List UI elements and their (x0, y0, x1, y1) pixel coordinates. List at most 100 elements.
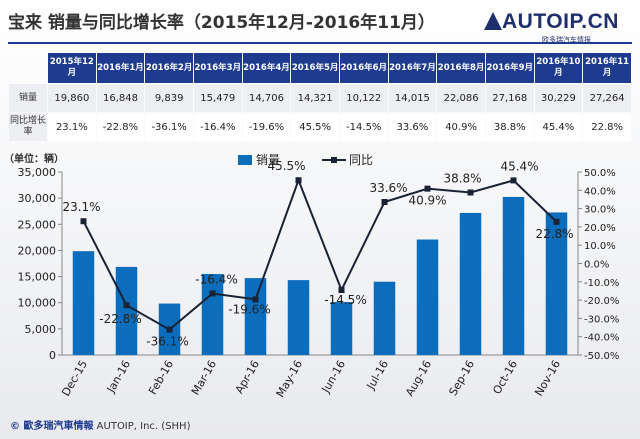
table-cell: 33.6% (388, 113, 437, 141)
row-label: 销量 (9, 84, 47, 112)
table-cell: -36.1% (145, 113, 193, 141)
sales-yoy-chart: （单位：辆） 0 5,000 10,000 15,000 20,000 25,000 30,0… (4, 152, 619, 400)
table-cell: 23.1% (48, 113, 96, 141)
yoy-data-label: -36.1% (146, 335, 188, 349)
table-header-cell: 2016年7月 (388, 53, 437, 83)
table-cell: -14.5% (339, 113, 388, 141)
yoy-point (209, 290, 216, 297)
yoy-point (424, 185, 431, 192)
y2-tick-label: -30.0% (584, 314, 619, 325)
table-cell: 14,321 (291, 84, 339, 112)
table-cell: 14,706 (242, 84, 291, 112)
y2-tick-label: 40.0% (584, 186, 616, 197)
bar-dec-15 (72, 251, 95, 355)
yoy-line (82, 177, 558, 331)
y-tick-label: 5,000 (25, 323, 57, 336)
yoy-point (252, 296, 259, 303)
y-tick-label: 25,000 (18, 218, 57, 231)
table-cell: 14,015 (388, 84, 437, 112)
yoy-point (381, 199, 388, 206)
yoy-data-label: 45.4% (500, 159, 538, 173)
x-tick-label: Jun-16 (319, 358, 348, 396)
table-header-cell: 2016年10月 (534, 53, 583, 83)
y-tick-label: 30,000 (18, 192, 57, 205)
yoy-point (338, 287, 345, 294)
table-cell: 19,860 (48, 84, 96, 112)
y2-tick-label: -40.0% (584, 333, 619, 344)
yoy-data-label: 45.5% (267, 159, 305, 173)
table-cell: 45.5% (291, 113, 339, 141)
x-tick-label: Apr-16 (233, 358, 262, 396)
table-corner (9, 53, 47, 83)
x-tick-label: Jul-16 (364, 358, 391, 392)
table-header-cell: 2016年4月 (242, 53, 291, 83)
table-cell: 27,264 (583, 84, 631, 112)
y-tick-label: 15,000 (18, 271, 57, 284)
table-cell: 45.4% (534, 113, 583, 141)
yoy-data-label: -19.6% (228, 302, 270, 316)
yoy-data-label: 38.8% (443, 171, 481, 185)
data-table: 2015年12月 2016年1月 2016年2月 2016年3月 2016年4月 2016… (8, 52, 632, 142)
table-cell: 27,168 (485, 84, 534, 112)
y2-tick-label: 10.0% (584, 241, 616, 252)
x-tick-label: Mar-16 (189, 358, 219, 397)
yoy-point (553, 218, 560, 225)
y-tick-label: 10,000 (18, 297, 57, 310)
table-cell: 22.8% (583, 113, 631, 141)
bar-aug-16 (416, 239, 439, 355)
yoy-data-label: -16.4% (195, 273, 237, 287)
y2-tick-label: -20.0% (584, 296, 619, 307)
footer-copyright: © 歐多瑞汽車情報 (10, 421, 94, 432)
yoy-point (295, 177, 302, 184)
table-header-row: 2015年12月 2016年1月 2016年2月 2016年3月 2016年4月 2016… (9, 53, 631, 83)
y-tick-label: 35,000 (18, 166, 57, 179)
table-cell: -19.6% (242, 113, 291, 141)
y2-tick-label: 50.0% (584, 168, 616, 179)
title-divider (8, 42, 632, 44)
table-cell: 15,479 (193, 84, 242, 112)
x-tick-label: May-16 (274, 358, 306, 400)
x-tick-label: Sep-16 (446, 358, 477, 398)
footer: © 歐多瑞汽車情報 AUTOIP, Inc. (SHH) (10, 417, 190, 432)
bar-jan-16 (115, 266, 138, 355)
yoy-point (510, 177, 517, 184)
y2-tick-label: 30.0% (584, 205, 616, 216)
table-cell: -22.8% (96, 113, 145, 141)
logo-subtitle: 欧多瑞汽车情报 (542, 36, 591, 44)
x-tick-label: Dec-15 (59, 358, 90, 399)
y-tick-label: 0 (49, 349, 56, 362)
yoy-data-label: 33.6% (369, 181, 407, 195)
table-cell: 38.8% (485, 113, 534, 141)
yoy-data-label: -14.5% (324, 293, 366, 307)
bar-jul-16 (373, 281, 396, 355)
table-cell: 16,848 (96, 84, 145, 112)
table-cell: 22,086 (437, 84, 485, 112)
x-tick-label: Oct-16 (490, 358, 520, 397)
y2-tick-label: 0.0% (584, 260, 609, 271)
logo-mark-icon (484, 12, 502, 30)
table-header-cell: 2016年11月 (583, 53, 631, 83)
y-tick-label: 20,000 (18, 244, 57, 257)
bar-jun-16 (330, 302, 353, 355)
bar-apr-16 (244, 278, 267, 355)
table-header-cell: 2016年6月 (339, 53, 388, 83)
table-header-cell: 2016年8月 (437, 53, 485, 83)
table-cell: 10,122 (339, 84, 388, 112)
table-header-cell: 2016年5月 (291, 53, 339, 83)
table-header-cell: 2016年2月 (145, 53, 193, 83)
logo-text: AUTOIP.CN (502, 10, 619, 33)
bar-nov-16 (545, 212, 568, 355)
table-header-cell: 2016年1月 (96, 53, 145, 83)
legend-swatch-bar (238, 155, 252, 165)
yoy-data-label: 40.9% (408, 194, 446, 208)
yoy-point (166, 326, 173, 333)
autoip-logo: AUTOIP.CN 欧多瑞汽车情报 (480, 4, 630, 44)
table-header-cell: 2015年12月 (48, 53, 96, 83)
table-cell: -16.4% (193, 113, 242, 141)
x-tick-label: Jan-16 (104, 358, 133, 396)
table-cell: 9,839 (145, 84, 193, 112)
table-cell: 30,229 (534, 84, 583, 112)
yoy-data-label: 22.8% (535, 227, 573, 241)
y-axis-unit-label: （单位：辆） (4, 152, 64, 165)
y2-tick-label: -50.0% (584, 351, 619, 362)
